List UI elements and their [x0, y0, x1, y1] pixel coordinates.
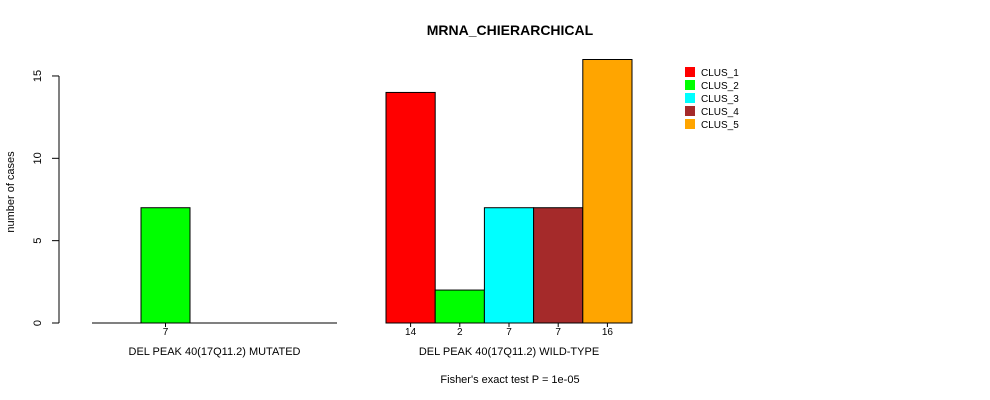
bar-group: 7 DEL PEAK 40(17Q11.2) MUTATED: [92, 207, 337, 358]
legend-swatch: [685, 119, 695, 129]
legend-label: CLUS_3: [701, 94, 739, 105]
y-tick-label: 5: [32, 238, 44, 244]
fisher-test-footnote: Fisher's exact test P = 1e-05: [440, 374, 579, 386]
legend-swatch: [685, 80, 695, 90]
y-tick-label: 10: [32, 152, 44, 164]
y-tick-label: 15: [32, 70, 44, 82]
legend-label: CLUS_4: [701, 107, 739, 118]
legend-label: CLUS_1: [701, 68, 739, 79]
chart-title: MRNA_CHIERARCHICAL: [427, 22, 594, 38]
legend-item: CLUS_3: [685, 93, 739, 105]
legend-swatch: [685, 106, 695, 116]
y-tick-label: 0: [32, 320, 44, 326]
bar-clus-2: [140, 207, 191, 324]
legend-swatch: [685, 67, 695, 77]
bar-value-label: 7: [555, 327, 561, 338]
bar-clus-2: [434, 289, 485, 324]
legend-label: CLUS_5: [701, 120, 739, 131]
bar-clus-5: [582, 59, 633, 324]
bar-clus-4: [533, 207, 584, 324]
group-label: DEL PEAK 40(17Q11.2) WILD-TYPE: [419, 346, 599, 358]
legend-item: CLUS_4: [685, 106, 739, 118]
y-axis: 0 5 10 15: [32, 70, 60, 326]
legend-label: CLUS_2: [701, 81, 739, 92]
bar-value-label: 7: [506, 327, 512, 338]
legend-swatch: [685, 93, 695, 103]
legend-item: CLUS_2: [685, 80, 739, 92]
bar-value-label: 7: [163, 327, 169, 338]
bar-clus-3: [483, 207, 535, 324]
legend-item: CLUS_1: [685, 67, 739, 79]
legend-item: CLUS_5: [685, 119, 739, 131]
legend: CLUS_1 CLUS_2 CLUS_3 CLUS_4 CLUS_5: [685, 67, 739, 131]
bar-value-label: 16: [602, 327, 614, 338]
y-axis-label: number of cases: [5, 151, 17, 233]
bar-clus-1: [385, 91, 436, 324]
bar-value-label: 14: [405, 327, 417, 338]
group-label: DEL PEAK 40(17Q11.2) MUTATED: [129, 346, 301, 358]
bar-groups: 7 DEL PEAK 40(17Q11.2) MUTATED 14 2 7 7 16DEL …: [92, 59, 633, 358]
bar-value-label: 2: [457, 327, 463, 338]
